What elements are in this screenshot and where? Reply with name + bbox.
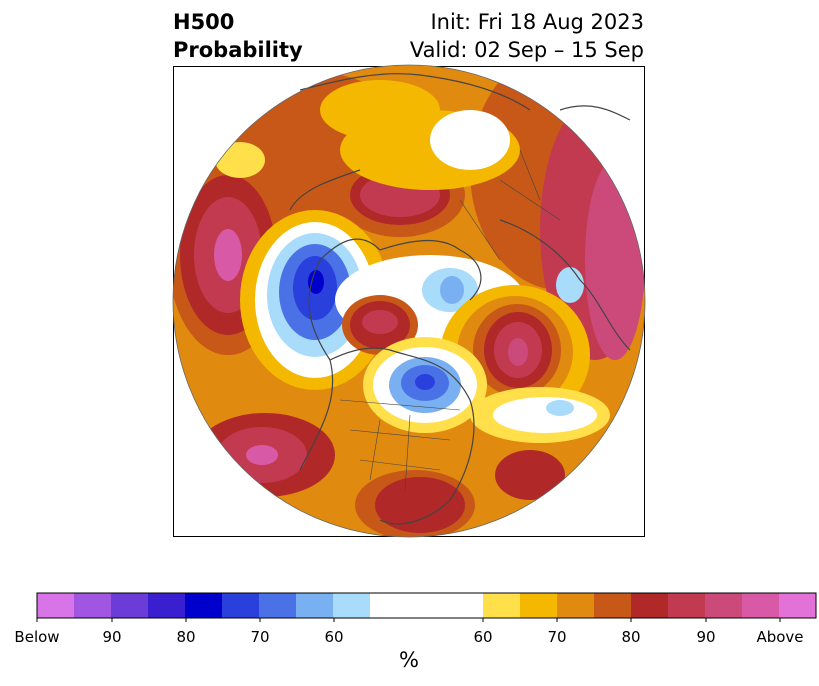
colorbar-tick-label: 80 (621, 628, 641, 646)
colorbar-segment-above (705, 593, 743, 618)
colorbar-segment-above (557, 593, 595, 618)
colorbar-segment-below (222, 593, 260, 618)
colorbar-tick-label: 90 (102, 628, 122, 646)
colorbar-tick-label: Above (756, 628, 804, 646)
colorbar-segment-below (259, 593, 297, 618)
colorbar-segment-below (148, 593, 186, 618)
colorbar-tick-label: Below (14, 628, 60, 646)
colorbar-segment-below (111, 593, 149, 618)
init-date: Init: Fri 18 Aug 2023 (430, 10, 644, 34)
colorbar-segment-below (185, 593, 223, 618)
colorbar-segment-neutral (370, 593, 483, 618)
title-left: H500 Probability (173, 8, 303, 64)
title-product: Probability (173, 38, 303, 62)
title-variable: H500 (173, 10, 235, 34)
colorbar-segment-above (742, 593, 780, 618)
colorbar-tick-label: 60 (473, 628, 493, 646)
probability-field (173, 65, 645, 537)
colorbar-segment-above (779, 593, 817, 618)
coastlines (289, 73, 631, 525)
colorbar-tick-label: 60 (324, 628, 344, 646)
colorbar-segment-below (333, 593, 371, 618)
title-right: Init: Fri 18 Aug 2023 Valid: 02 Sep – 15… (410, 8, 644, 64)
colorbar-segment-above (631, 593, 669, 618)
colorbar-segment-below (37, 593, 75, 618)
colorbar-tick-label: 80 (176, 628, 196, 646)
colorbar-segment-above (520, 593, 558, 618)
colorbar-unit: % (399, 648, 419, 672)
colorbar-segment-above (594, 593, 632, 618)
map-disk-edge (172, 64, 646, 538)
colorbar-segment-above (483, 593, 521, 618)
colorbar-tick-label: 70 (250, 628, 270, 646)
colorbar-segment-below (296, 593, 334, 618)
colorbar-tick-label: 90 (696, 628, 716, 646)
colorbar-outline (36, 592, 817, 619)
colorbar-tick-label: 70 (547, 628, 567, 646)
colorbar-segment-below (74, 593, 112, 618)
valid-range: Valid: 02 Sep – 15 Sep (409, 38, 644, 62)
borders (339, 149, 561, 491)
colorbar (36, 592, 817, 622)
colorbar-segment-above (668, 593, 706, 618)
